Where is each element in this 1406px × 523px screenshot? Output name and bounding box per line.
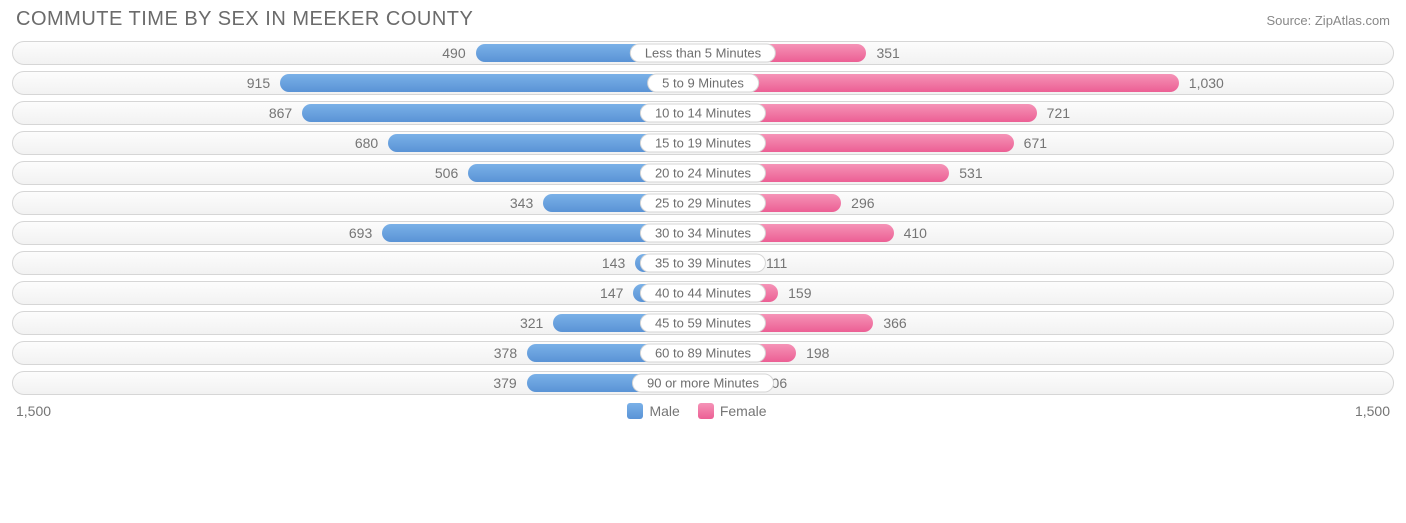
axis-max-right: 1,500	[779, 403, 1390, 419]
legend: Male Female	[627, 403, 778, 419]
value-male: 147	[592, 285, 631, 301]
chart-container: COMMUTE TIME BY SEX IN MEEKER COUNTY Sou…	[0, 0, 1406, 431]
bar-row: 37910690 or more Minutes	[12, 371, 1394, 395]
value-male: 506	[427, 165, 466, 181]
chart-source: Source: ZipAtlas.com	[1266, 13, 1390, 28]
legend-label-male: Male	[649, 403, 679, 419]
value-male: 693	[341, 225, 380, 241]
bar-row: 490 351 Less than 5 Minutes	[12, 41, 1394, 65]
value-male: 343	[502, 195, 541, 211]
value-female: 410	[896, 225, 935, 241]
bar-row: 506 531 20 to 24 Minutes	[12, 161, 1394, 185]
category-label: 60 to 89 Minutes	[640, 344, 766, 363]
legend-label-female: Female	[720, 403, 767, 419]
value-female: 721	[1039, 105, 1078, 121]
value-female: 366	[875, 315, 914, 331]
value-female: 1,030	[1181, 75, 1232, 91]
value-female: 531	[951, 165, 990, 181]
bar-row: 680 671 15 to 19 Minutes	[12, 131, 1394, 155]
bar-female	[705, 74, 1179, 92]
chart-header: COMMUTE TIME BY SEX IN MEEKER COUNTY Sou…	[12, 8, 1394, 37]
bar-row: 321 366 45 to 59 Minutes	[12, 311, 1394, 335]
chart-title: COMMUTE TIME BY SEX IN MEEKER COUNTY	[16, 8, 473, 31]
chart-footer: 1,500 Male Female 1,500	[12, 395, 1394, 419]
category-label: 30 to 34 Minutes	[640, 224, 766, 243]
axis-max-left: 1,500	[16, 403, 627, 419]
legend-swatch-male	[627, 403, 643, 419]
value-female: 159	[780, 285, 819, 301]
value-female: 671	[1016, 135, 1055, 151]
value-male: 143	[594, 255, 633, 271]
category-label: Less than 5 Minutes	[630, 44, 776, 63]
value-male: 378	[486, 345, 525, 361]
value-male: 915	[239, 75, 278, 91]
category-label: 45 to 59 Minutes	[640, 314, 766, 333]
category-label: 90 or more Minutes	[632, 374, 774, 393]
value-female: 296	[843, 195, 882, 211]
bar-row: 867 721 10 to 14 Minutes	[12, 101, 1394, 125]
category-label: 25 to 29 Minutes	[640, 194, 766, 213]
bar-row: 693 410 30 to 34 Minutes	[12, 221, 1394, 245]
category-label: 20 to 24 Minutes	[640, 164, 766, 183]
category-label: 40 to 44 Minutes	[640, 284, 766, 303]
category-label: 10 to 14 Minutes	[640, 104, 766, 123]
value-male: 680	[347, 135, 386, 151]
legend-swatch-female	[698, 403, 714, 419]
category-label: 35 to 39 Minutes	[640, 254, 766, 273]
value-male: 490	[434, 45, 473, 61]
chart-rows: 490 351 Less than 5 Minutes 915 1,030 5 to 9 …	[12, 37, 1394, 395]
category-label: 15 to 19 Minutes	[640, 134, 766, 153]
value-male: 867	[261, 105, 300, 121]
value-female: 351	[868, 45, 907, 61]
value-male: 379	[485, 375, 524, 391]
bar-row: 147 159 40 to 44 Minutes	[12, 281, 1394, 305]
bar-row: 343 296 25 to 29 Minutes	[12, 191, 1394, 215]
value-male: 321	[512, 315, 551, 331]
value-female: 198	[798, 345, 837, 361]
bar-row: 378 198 60 to 89 Minutes	[12, 341, 1394, 365]
bar-male	[280, 74, 701, 92]
bar-row: 915 1,030 5 to 9 Minutes	[12, 71, 1394, 95]
bar-row: 14311135 to 39 Minutes	[12, 251, 1394, 275]
category-label: 5 to 9 Minutes	[647, 74, 759, 93]
